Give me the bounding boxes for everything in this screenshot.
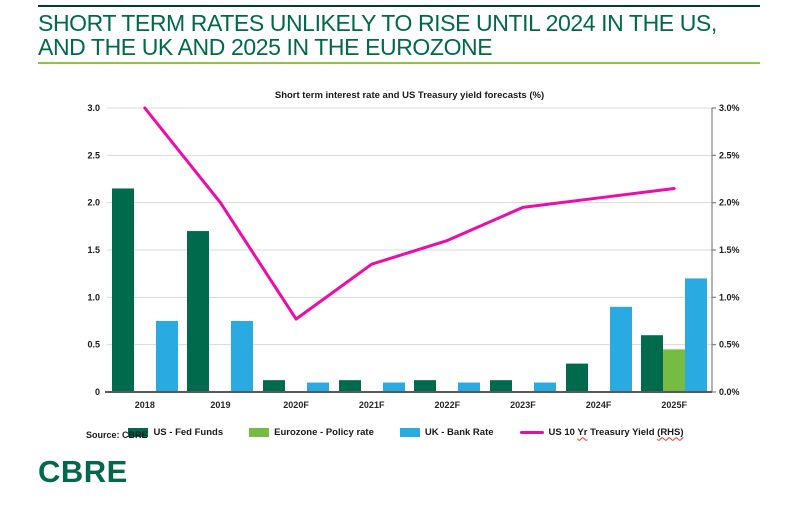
bar-uk-bank-rate-2022f	[458, 382, 480, 392]
x-axis-label-2021f: 2021F	[359, 400, 385, 410]
legend-item-eurozone-policy-rate: Eurozone - Policy rate	[249, 427, 374, 438]
legend-label-misspelled-part: Yr	[577, 426, 588, 438]
treasury-yield-line	[143, 106, 676, 321]
bar-us-fed-funds-2024f	[566, 363, 588, 392]
bar-uk-bank-rate-2024f	[610, 306, 632, 392]
legend-label-part: Eurozone - Policy rate	[274, 426, 374, 438]
right-axis-tick-label: 2.0%	[719, 198, 740, 208]
legend-label-uk-bank-rate: UK - Bank Rate	[425, 427, 494, 438]
legend-swatch-eurozone-policy-rate	[249, 427, 270, 437]
legend-swatch-us-10yr-treasury-yield	[519, 430, 544, 434]
legend-item-us-fed-funds: US - Fed Funds	[128, 427, 223, 438]
chart-legend: US - Fed Funds Eurozone - Policy rate UK -…	[100, 423, 712, 441]
legend-swatch-uk-bank-rate	[399, 427, 420, 437]
legend-item-uk-bank-rate: UK - Bank Rate	[399, 427, 494, 438]
legend-swatch-us-fed-funds	[128, 427, 149, 437]
legend-label-us-10yr-treasury-yield: US 10 Yr Treasury Yield (RHS)	[549, 427, 684, 438]
bar-uk-bank-rate-2021f	[383, 382, 405, 392]
x-axis-label-2025f: 2025F	[661, 400, 687, 410]
bar-uk-bank-rate-2023f	[534, 382, 556, 392]
page-title: SHORT TERM RATES UNLIKELY TO RISE UNTIL …	[38, 10, 762, 60]
bar-uk-bank-rate-2018	[156, 321, 178, 392]
top-border-rule	[38, 5, 760, 7]
x-axis-label-2019: 2019	[210, 400, 230, 410]
left-axis-tick-label: 0.5	[87, 340, 100, 350]
bar-uk-bank-rate-2020f	[307, 382, 329, 392]
bar-us-fed-funds-2022f	[414, 380, 436, 392]
page-title-line2: AND THE UK AND 2025 IN THE EUROZONE	[38, 33, 493, 60]
left-axis-tick-label: 2.5	[87, 150, 100, 160]
bar-eurozone-policy-rate-2025f	[663, 349, 685, 392]
right-axis-tick-label: 2.5%	[719, 150, 740, 160]
legend-label-part: US 10	[548, 426, 578, 438]
bar-uk-bank-rate-2025f	[685, 278, 707, 392]
x-axis-label-2022f: 2022F	[435, 400, 461, 410]
left-axis-tick-label: 2.0	[87, 198, 100, 208]
x-axis-label-2018: 2018	[135, 400, 155, 410]
right-axis-tick-label: 0.5%	[719, 340, 740, 350]
left-axis-tick-label: 1.5	[87, 245, 100, 255]
bar-us-fed-funds-2020f	[263, 380, 285, 392]
page-title-line1: SHORT TERM RATES UNLIKELY TO RISE UNTIL …	[38, 10, 717, 36]
legend-label-us-fed-funds: US - Fed Funds	[153, 427, 223, 438]
x-axis-label-2020f: 2020F	[283, 400, 309, 410]
right-axis-tick-label: 0.0%	[719, 387, 740, 397]
bar-us-fed-funds-2019	[187, 231, 209, 392]
legend-item-us-10yr-treasury-yield: US 10 Yr Treasury Yield (RHS)	[519, 427, 684, 438]
legend-label-part: UK - Bank Rate	[424, 426, 494, 438]
x-axis-label-2024f: 2024F	[586, 400, 612, 410]
title-underline	[38, 62, 760, 64]
legend-label-misspelled-part: (RHS)	[657, 426, 684, 438]
legend-label-eurozone-policy-rate: Eurozone - Policy rate	[274, 427, 374, 438]
legend-label-part: US - Fed Funds	[153, 426, 224, 438]
bar-uk-bank-rate-2019	[231, 321, 253, 392]
right-axis-tick-label: 1.5%	[719, 245, 740, 255]
bar-us-fed-funds-2018	[112, 188, 134, 392]
bar-us-fed-funds-2025f	[641, 335, 663, 392]
x-axis-label-2023f: 2023F	[510, 400, 536, 410]
left-axis-tick-label: 0	[95, 387, 100, 397]
chart-title: Short term interest rate and US Treasury…	[275, 90, 544, 101]
left-axis-tick-label: 1.0	[87, 292, 100, 302]
right-axis-tick-label: 3.0%	[719, 103, 740, 113]
right-axis-tick-label: 1.0%	[719, 292, 740, 302]
source-note: Source: CBRE	[86, 430, 148, 440]
cbre-logo: CBRE	[38, 454, 128, 489]
bar-us-fed-funds-2023f	[490, 380, 512, 392]
left-axis-tick-label: 3.0	[87, 103, 100, 113]
legend-label-part: Treasury Yield	[587, 426, 658, 438]
bar-us-fed-funds-2021f	[339, 380, 361, 392]
